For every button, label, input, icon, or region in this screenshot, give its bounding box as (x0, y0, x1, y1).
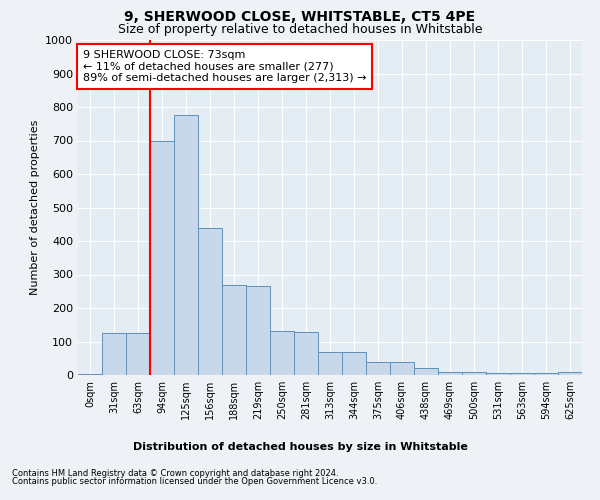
Bar (318, 352, 342, 375)
Bar (222, 284, 246, 375)
Bar (438, 372, 462, 375)
Text: 9 SHERWOOD CLOSE: 73sqm
← 11% of detached houses are smaller (277)
89% of semi-d: 9 SHERWOOD CLOSE: 73sqm ← 11% of detache… (83, 50, 367, 83)
Text: Contains public sector information licensed under the Open Government Licence v3: Contains public sector information licen… (12, 477, 377, 486)
Bar (558, 372, 582, 375)
Y-axis label: Number of detached properties: Number of detached properties (29, 120, 40, 295)
Bar (534, 374, 558, 375)
Bar (126, 333, 150, 375)
Text: 9, SHERWOOD CLOSE, WHITSTABLE, CT5 4PE: 9, SHERWOOD CLOSE, WHITSTABLE, CT5 4PE (124, 10, 476, 24)
Text: Distribution of detached houses by size in Whitstable: Distribution of detached houses by size … (133, 442, 467, 452)
Text: Size of property relative to detached houses in Whitstable: Size of property relative to detached ho… (118, 22, 482, 36)
Bar (294, 332, 318, 375)
Bar (414, 368, 438, 375)
Bar (270, 332, 294, 375)
Bar (510, 374, 534, 375)
Bar (102, 333, 126, 375)
Text: Contains HM Land Registry data © Crown copyright and database right 2024.: Contains HM Land Registry data © Crown c… (12, 468, 338, 477)
Bar (486, 374, 510, 375)
Bar (342, 352, 366, 375)
Bar (198, 228, 222, 375)
Bar (366, 362, 390, 375)
Bar (174, 116, 198, 375)
Bar (462, 372, 486, 375)
Bar (78, 374, 102, 375)
Bar (150, 140, 174, 375)
Bar (390, 362, 414, 375)
Bar (246, 286, 270, 375)
